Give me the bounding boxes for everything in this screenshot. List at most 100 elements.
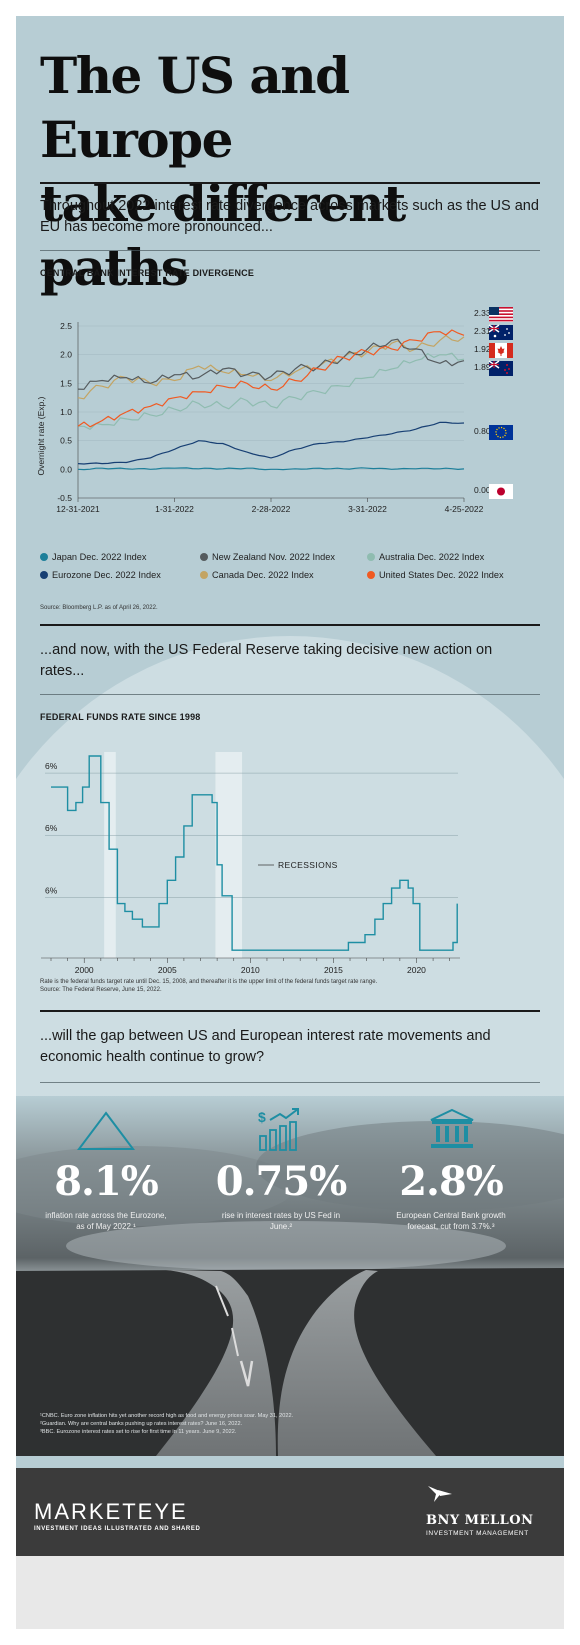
series-line [78, 352, 465, 430]
series-end-label: 2.338 [474, 308, 496, 318]
stat-description: European Central Bank growth forecast, c… [396, 1211, 506, 1231]
triangle-icon [77, 1111, 135, 1150]
bny-mellon-logo: BNY MELLON INVESTMENT MANAGEMENT [426, 1484, 533, 1537]
bny-mellon-brand: BNY MELLON [426, 1513, 534, 1528]
legend-label: New Zealand Nov. 2022 Index [212, 552, 335, 562]
chart2-title: FEDERAL FUNDS RATE SINCE 1998 [40, 712, 201, 722]
bank-building-icon [430, 1108, 474, 1148]
divider [40, 1010, 540, 1012]
legend-swatch [367, 553, 375, 561]
stat-value: 2.8% [399, 1158, 504, 1205]
x-tick-label: 2-28-2022 [252, 504, 291, 514]
recession-band [215, 752, 243, 958]
divider [40, 250, 540, 251]
x-tick-label: 2010 [241, 965, 260, 974]
y-tick-label: 2.0 [60, 350, 72, 360]
divider [40, 694, 540, 695]
series-end-label: 0.808 [474, 426, 496, 436]
divider [40, 624, 540, 626]
legend-label: Canada Dec. 2022 Index [212, 570, 314, 580]
transition-text: ...and now, with the US Federal Reserve … [40, 642, 493, 679]
rising-bar-chart-dollar-icon: $ [258, 1108, 299, 1151]
marketeye-brand: MARKETEYE [34, 1499, 188, 1524]
stat-fed-rise: 0.75% rise in interest rates by US Fed i… [196, 1158, 366, 1232]
recession-band [104, 752, 116, 958]
y-tick-label: 6% [45, 823, 58, 833]
legend-item: Australia Dec. 2022 Index [367, 552, 484, 562]
legend-item: Eurozone Dec. 2022 Index [40, 570, 161, 580]
legend-item: Canada Dec. 2022 Index [200, 570, 314, 580]
fed-funds-rate-line [51, 755, 458, 951]
footer-bar: MARKETEYE INVESTMENT IDEAS ILLUSTRATED A… [16, 1468, 564, 1556]
us-flag-icon [489, 307, 513, 322]
bny-mellon-tagline: INVESTMENT MANAGEMENT [426, 1530, 529, 1537]
legend-label: Eurozone Dec. 2022 Index [52, 570, 161, 580]
rate-divergence-chart: 2.5 2.0 1.5 1.0 0.5 0.0 -0.512-31-2021 1-31-202… [36, 307, 513, 514]
stat-value: 8.1% [54, 1158, 159, 1205]
svg-text:$: $ [258, 1109, 266, 1125]
divider [40, 1082, 540, 1083]
series-line [77, 338, 465, 390]
lane-marking [239, 1360, 254, 1387]
eu-flag-icon [489, 425, 513, 440]
chart2-note-2: Source: The Federal Reserve, June 15, 20… [40, 987, 162, 993]
bny-mellon-mark-icon [428, 1486, 452, 1502]
stat-inflation: 8.1% inflation rate across the Eurozone,… [21, 1158, 191, 1232]
y-tick-label: 0.0 [60, 464, 72, 474]
series-end-label: 1.894 [474, 362, 496, 372]
legend-item: Japan Dec. 2022 Index [40, 552, 147, 562]
legend-label: Australia Dec. 2022 Index [379, 552, 485, 562]
divider [40, 182, 540, 184]
chart1-axes: 2.5 2.0 1.5 1.0 0.5 0.0 -0.512-31-2021 1-31-202… [56, 321, 483, 514]
series-line [77, 467, 465, 471]
recessions-label: RECESSIONS [278, 860, 338, 870]
chart2-note-1: Rate is the federal funds target rate un… [40, 979, 378, 985]
footnote: ¹CNBC. Euro zone inflation hits yet anot… [40, 1413, 294, 1419]
question-text: ...will the gap between US and European … [40, 1028, 491, 1065]
x-tick-label: 1-31-2022 [155, 504, 194, 514]
chart1-title: CENTRAL BANK INTEREST RATE DIVERGENCE [40, 268, 255, 278]
intro-text: Throughout 2022 interest rate divergence… [40, 198, 539, 235]
footer-strip [16, 1556, 564, 1629]
legend-swatch [40, 553, 48, 561]
road-illustration [16, 1096, 564, 1456]
y-tick-label: 2.5 [60, 321, 72, 331]
legend-swatch [367, 571, 375, 579]
page-title: The US and Europe take different paths [40, 44, 550, 300]
x-tick-label: 2020 [407, 965, 426, 974]
chart1-series-lines [77, 329, 465, 471]
x-tick-label: 2000 [75, 965, 94, 974]
x-tick-label: 12-31-2021 [56, 504, 100, 514]
legend-swatch [40, 571, 48, 579]
x-tick-label: 2005 [158, 965, 177, 974]
australia-flag-icon [488, 324, 513, 340]
marketeye-logo: MARKETEYE INVESTMENT IDEAS ILLUSTRATED A… [34, 1499, 201, 1533]
stat-description: rise in interest rates by US Fed in June… [221, 1211, 341, 1231]
x-tick-label: 2015 [324, 965, 343, 974]
series-end-label: 1.921 [474, 344, 496, 354]
stat-ecb-growth: 2.8% European Central Bank growth foreca… [366, 1158, 536, 1232]
fed-funds-rate-chart: 6% 6% 6% 2000 2005 2010 2015 2020 RECESSIONS [41, 752, 460, 974]
legend-item: United States Dec. 2022 Index [367, 570, 504, 580]
footnotes: ¹CNBC. Euro zone inflation hits yet anot… [40, 1412, 540, 1436]
series-line [77, 329, 465, 428]
footnote: ³BBC. Eurozone interest rates set to ris… [40, 1429, 237, 1435]
y-tick-label: -0.5 [57, 493, 72, 503]
legend-label: Japan Dec. 2022 Index [52, 552, 147, 562]
y-tick-label: 1.0 [60, 407, 72, 417]
marketeye-tagline: INVESTMENT IDEAS ILLUSTRATED AND SHARED [34, 1526, 201, 1532]
legend-swatch [200, 553, 208, 561]
chart1-legend: Japan Dec. 2022 Index New Zealand Nov. 20… [40, 552, 550, 592]
canada-flag-icon [489, 343, 513, 358]
japan-flag-icon [489, 484, 513, 499]
series-end-label: 2.310 [474, 326, 496, 336]
chart1-end-labels: 2.338 2.310 1.921 1.894 0.808 0.007 [474, 308, 496, 495]
stat-description: inflation rate across the Eurozone, as o… [45, 1211, 167, 1231]
y-tick-label: 0.5 [60, 436, 72, 446]
y-tick-label: 1.5 [60, 378, 72, 388]
lane-marking [215, 1285, 239, 1357]
chart2-series-line [51, 755, 458, 951]
legend-item: New Zealand Nov. 2022 Index [200, 552, 335, 562]
x-tick-label: 3-31-2022 [348, 504, 387, 514]
series-end-label: 0.007 [474, 485, 496, 495]
